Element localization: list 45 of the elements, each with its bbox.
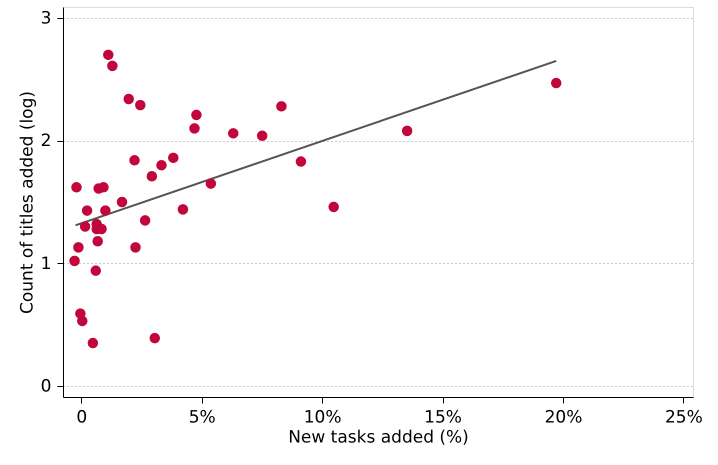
y-axis-title: Count of titles added (log): [18, 90, 38, 314]
point: [107, 60, 118, 72]
y-tick-label: 3: [40, 8, 52, 29]
point: [550, 78, 562, 88]
point: [116, 196, 128, 208]
point: [80, 221, 90, 232]
point: [276, 101, 287, 112]
y-tick-label: 1: [40, 254, 52, 274]
point: [103, 50, 114, 60]
point: [206, 178, 216, 189]
x-tick-label: 25%: [664, 408, 703, 428]
y-tick-label: 2: [40, 131, 52, 152]
point: [92, 236, 103, 246]
point: [328, 202, 339, 212]
point: [146, 171, 158, 182]
point: [88, 338, 98, 348]
x-tick-label: 10%: [304, 408, 342, 428]
point: [296, 156, 306, 167]
point: [130, 242, 141, 253]
point: [135, 100, 146, 110]
point: [402, 126, 412, 136]
point: [189, 123, 200, 134]
x-axis-title: New tasks added (%): [288, 428, 469, 448]
point: [124, 94, 134, 104]
point: [90, 265, 101, 276]
point: [178, 204, 188, 215]
x-tick-label: 15%: [424, 408, 462, 428]
point: [71, 182, 82, 193]
point: [77, 316, 88, 326]
y-tick-label: 0: [40, 376, 52, 396]
point: [73, 242, 84, 253]
x-tick-label: 20%: [544, 408, 582, 428]
point: [140, 215, 150, 226]
point: [156, 160, 167, 170]
point: [82, 205, 92, 216]
x-tick-label: 0: [76, 408, 88, 428]
point: [168, 152, 179, 164]
x-tick-label: 5%: [188, 408, 216, 428]
point: [191, 110, 202, 120]
point: [129, 155, 140, 166]
point: [150, 332, 160, 344]
point: [69, 256, 80, 266]
point: [256, 130, 268, 142]
point: [100, 205, 111, 216]
point: [228, 128, 239, 139]
